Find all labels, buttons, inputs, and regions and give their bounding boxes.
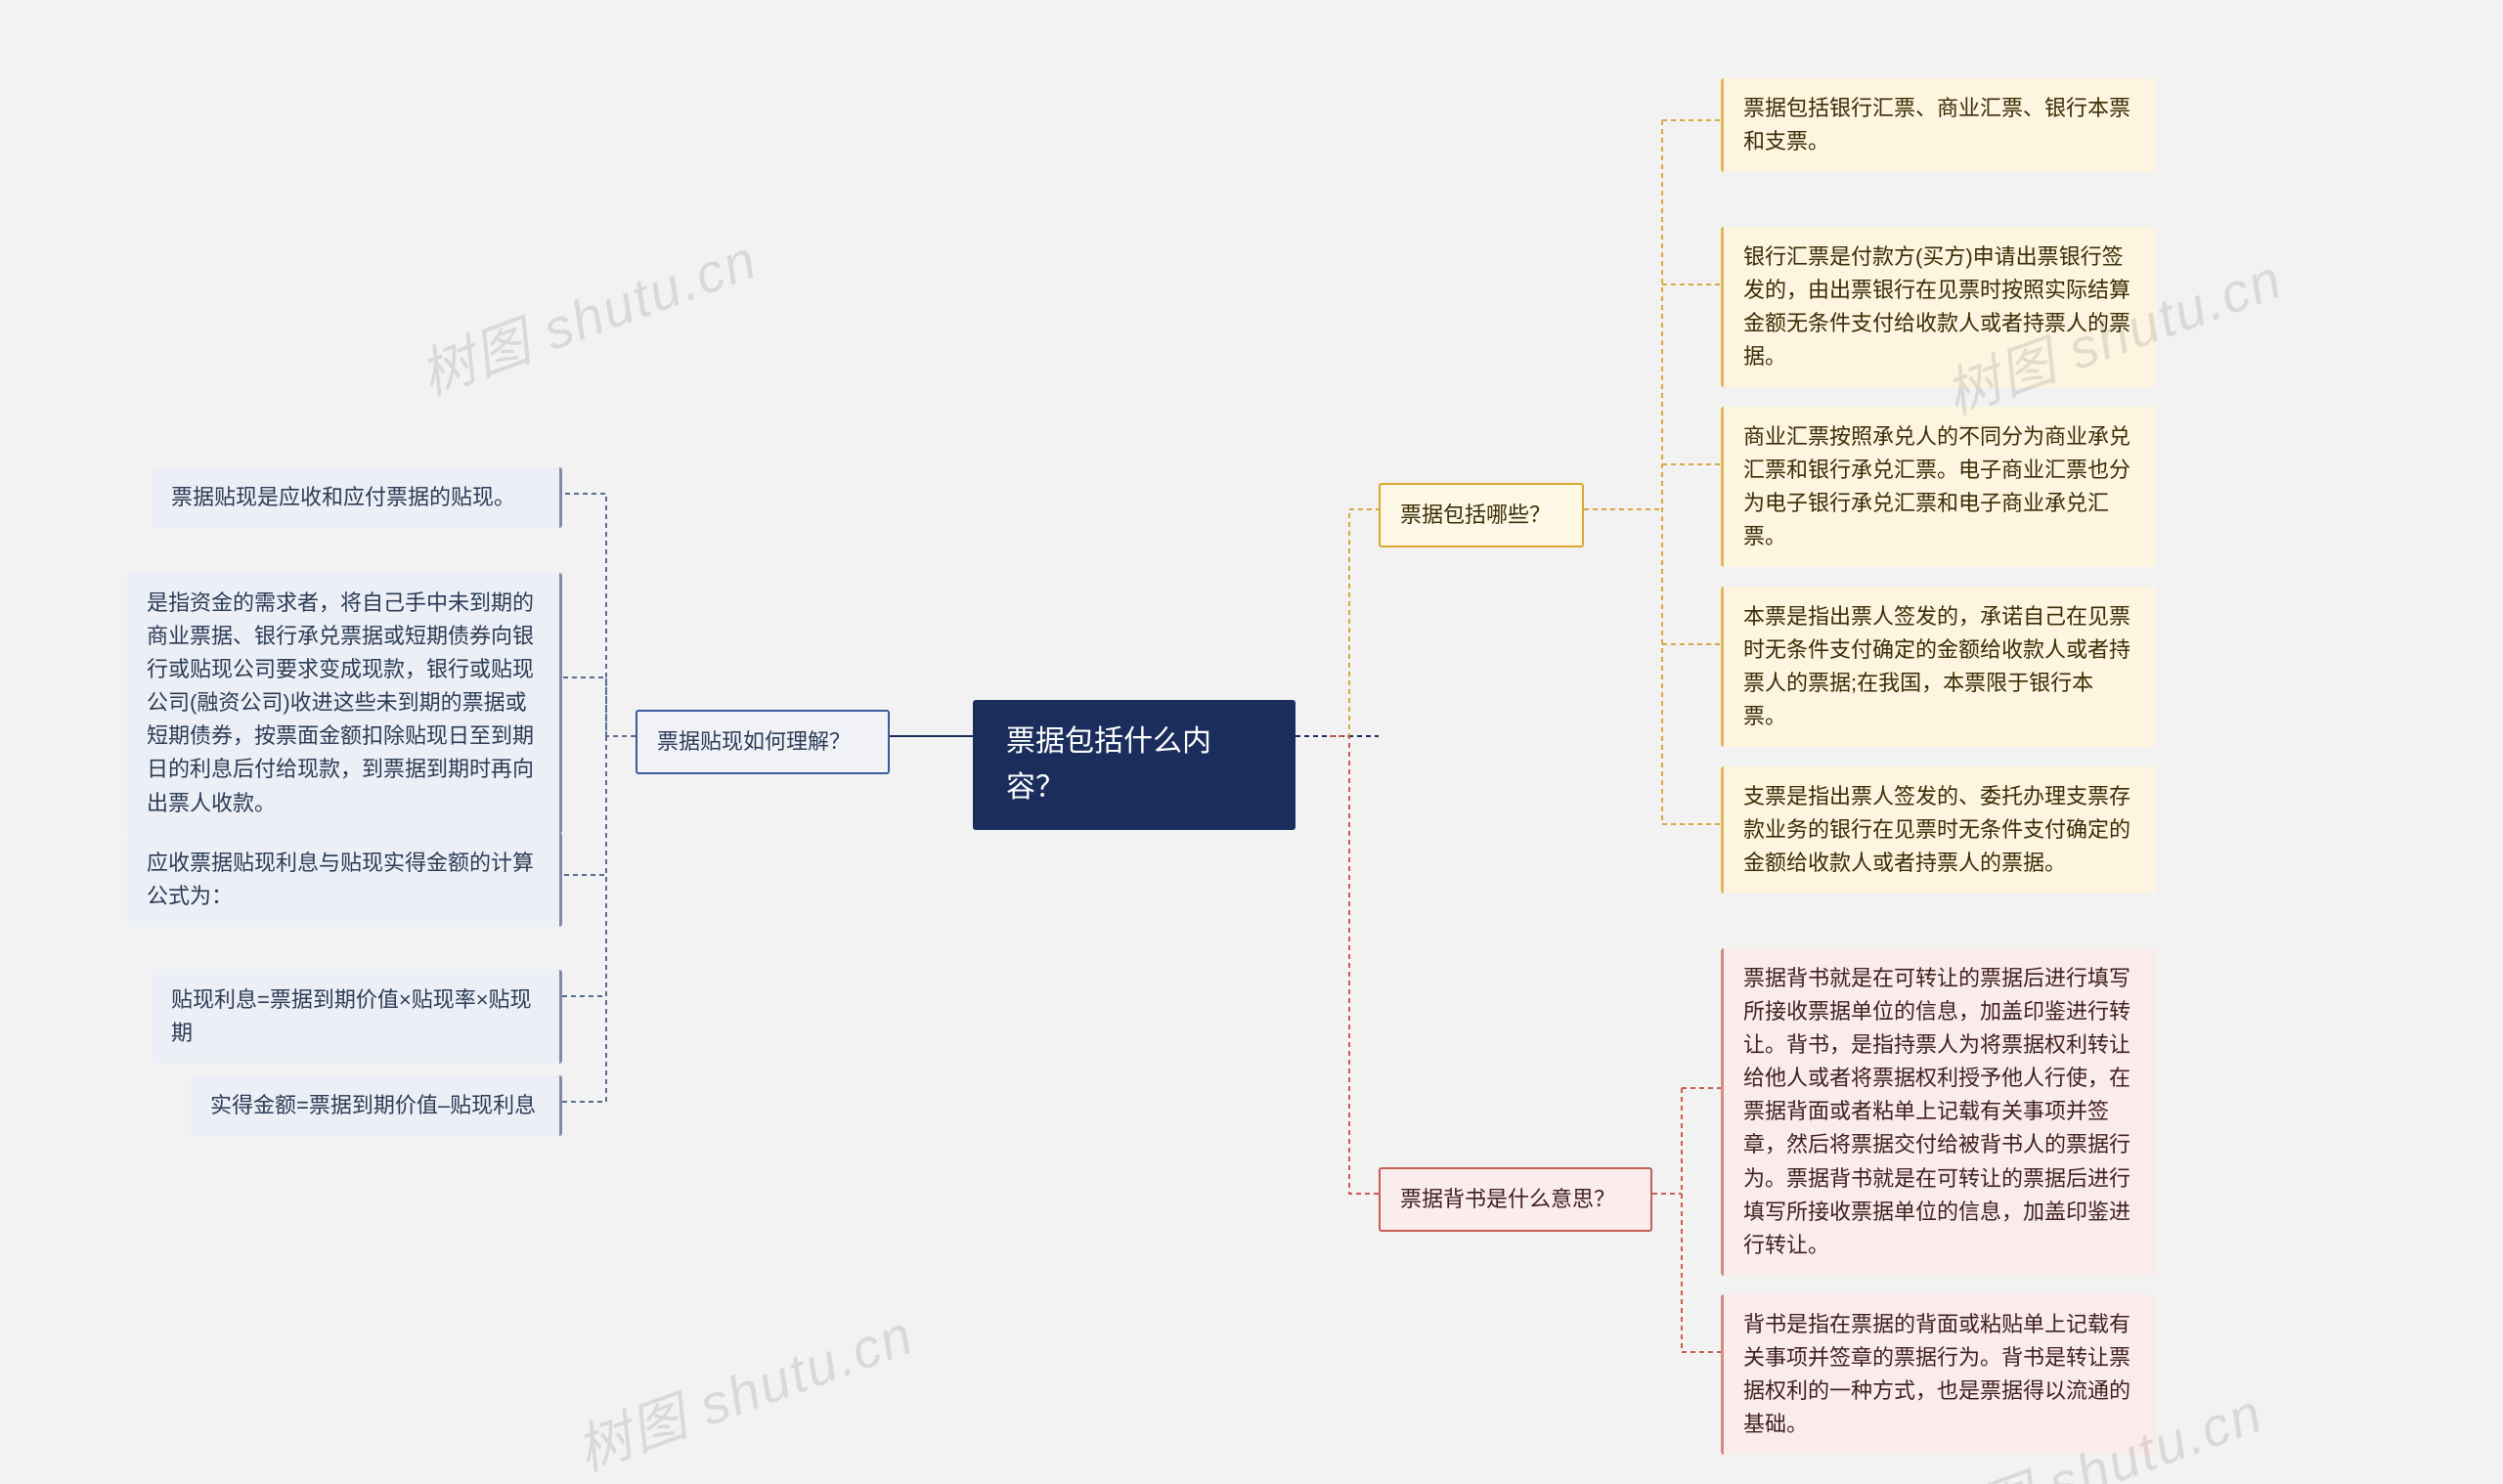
leaf-left-2[interactable]: 应收票据贴现利息与贴现实得金额的计算公式为：: [127, 833, 562, 927]
leaf-red-1[interactable]: 背书是指在票据的背面或粘贴单上记载有关事项并签章的票据行为。背书是转让票据权利的…: [1721, 1294, 2156, 1455]
leaf-yellow-2[interactable]: 商业汇票按照承兑人的不同分为商业承兑汇票和银行承兑汇票。电子商业汇票也分为电子银…: [1721, 407, 2156, 567]
branch-right-bottom[interactable]: 票据背书是什么意思？: [1379, 1167, 1652, 1232]
leaf-yellow-1[interactable]: 银行汇票是付款方(买方)申请出票银行签发的，由出票银行在见票时按照实际结算金额无…: [1721, 227, 2156, 387]
leaf-left-0[interactable]: 票据贴现是应收和应付票据的贴现。: [152, 467, 562, 528]
leaf-left-1[interactable]: 是指资金的需求者，将自己手中未到期的商业票据、银行承兑票据或短期债券向银行或贴现…: [127, 573, 562, 834]
leaf-left-4[interactable]: 实得金额=票据到期价值–贴现利息: [191, 1075, 562, 1136]
branch-right-top[interactable]: 票据包括哪些？: [1379, 483, 1584, 547]
leaf-left-3[interactable]: 贴现利息=票据到期价值×贴现率×贴现期: [152, 970, 562, 1064]
edge-red-bracket: [1652, 1088, 1721, 1352]
edge-right-split2: [1330, 736, 1379, 1194]
mindmap-canvas: 票据包括什么内容？ 票据贴现如何理解？ 票据贴现是应收和应付票据的贴现。 是指资…: [0, 0, 2503, 1484]
watermark-0: 树图 shutu.cn: [408, 216, 767, 412]
leaf-yellow-0[interactable]: 票据包括银行汇票、商业汇票、银行本票和支票。: [1721, 78, 2156, 172]
root-node[interactable]: 票据包括什么内容？: [973, 700, 1295, 830]
watermark-2: 树图 shutu.cn: [564, 1291, 923, 1484]
edge-left-bracket: [562, 494, 636, 1102]
leaf-red-0[interactable]: 票据背书就是在可转让的票据后进行填写所接收票据单位的信息，加盖印鉴进行转让。背书…: [1721, 948, 2156, 1276]
edge-yellow-bracket: [1584, 120, 1721, 824]
leaf-yellow-4[interactable]: 支票是指出票人签发的、委托办理支票存款业务的银行在见票时无条件支付确定的金额给收…: [1721, 766, 2156, 894]
leaf-yellow-3[interactable]: 本票是指出票人签发的，承诺自己在见票时无条件支付确定的金额给收款人或者持票人的票…: [1721, 587, 2156, 747]
branch-left[interactable]: 票据贴现如何理解？: [636, 710, 890, 774]
edge-right-split: [1330, 509, 1379, 736]
